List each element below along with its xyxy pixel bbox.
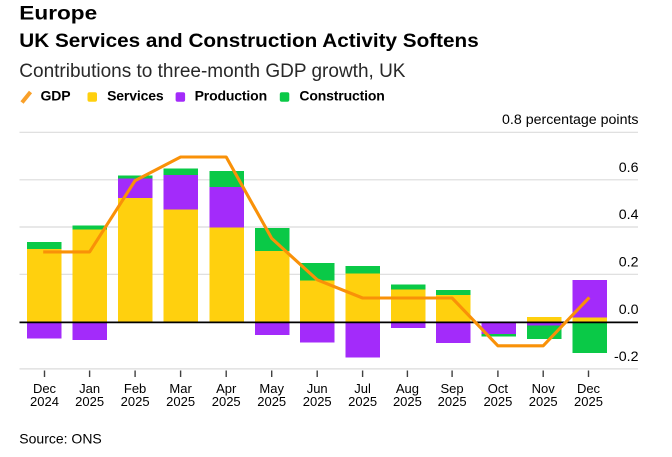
svg-text:Dec: Dec xyxy=(33,381,57,396)
svg-text:Jan: Jan xyxy=(79,381,100,396)
svg-text:Nov: Nov xyxy=(532,381,556,396)
svg-text:Contributions to three-month G: Contributions to three-month GDP growth,… xyxy=(19,61,405,82)
svg-text:UK Services and Construction A: UK Services and Construction Activity So… xyxy=(19,31,478,52)
svg-text:0.0: 0.0 xyxy=(619,302,639,318)
svg-text:Europe: Europe xyxy=(19,3,97,24)
svg-text:2025: 2025 xyxy=(212,394,241,409)
svg-text:Feb: Feb xyxy=(124,381,146,396)
svg-text:0.2: 0.2 xyxy=(619,255,639,271)
svg-text:2025: 2025 xyxy=(121,394,150,409)
svg-text:GDP: GDP xyxy=(41,88,71,104)
svg-text:Services: Services xyxy=(107,88,164,104)
svg-text:Mar: Mar xyxy=(169,381,192,396)
svg-text:2025: 2025 xyxy=(75,394,104,409)
svg-text:Oct: Oct xyxy=(488,381,509,396)
svg-text:2025: 2025 xyxy=(438,394,467,409)
svg-text:-0.2: -0.2 xyxy=(614,349,639,365)
svg-text:Sep: Sep xyxy=(441,381,464,396)
svg-text:2025: 2025 xyxy=(257,394,286,409)
svg-text:2024: 2024 xyxy=(30,394,59,409)
svg-text:2025: 2025 xyxy=(303,394,332,409)
svg-text:2025: 2025 xyxy=(483,394,512,409)
svg-text:Production: Production xyxy=(195,88,267,104)
svg-text:0.6: 0.6 xyxy=(619,160,639,176)
svg-text:0.8 percentage points: 0.8 percentage points xyxy=(502,112,638,128)
svg-text:Jul: Jul xyxy=(354,381,371,396)
svg-text:Aug: Aug xyxy=(396,381,419,396)
svg-text:Apr: Apr xyxy=(216,381,237,396)
svg-text:2025: 2025 xyxy=(348,394,377,409)
svg-text:Dec: Dec xyxy=(577,381,601,396)
svg-text:Construction: Construction xyxy=(299,88,384,104)
svg-text:Jun: Jun xyxy=(307,381,328,396)
svg-text:May: May xyxy=(259,381,284,396)
svg-text:2025: 2025 xyxy=(529,394,558,409)
svg-text:Source: ONS: Source: ONS xyxy=(19,431,101,447)
svg-text:2025: 2025 xyxy=(574,394,603,409)
svg-text:2025: 2025 xyxy=(393,394,422,409)
svg-text:2025: 2025 xyxy=(166,394,195,409)
svg-text:0.4: 0.4 xyxy=(619,207,639,223)
